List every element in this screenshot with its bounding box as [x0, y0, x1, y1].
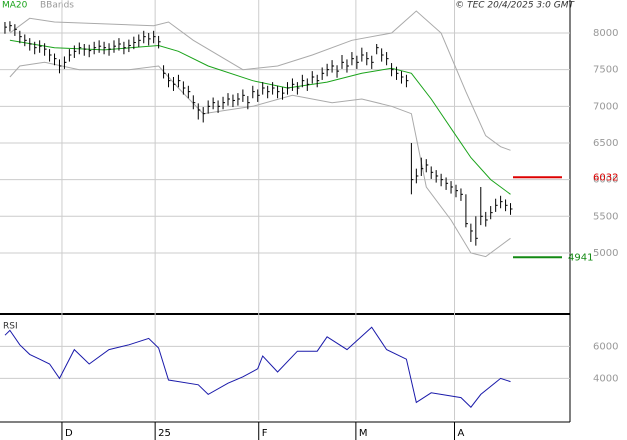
band-line: [9, 61, 511, 258]
ma-line: [9, 39, 511, 195]
y-tick-label: 5500: [593, 211, 618, 222]
rsi-title: RSI: [3, 322, 18, 332]
x-tick-label: D: [65, 428, 73, 439]
level-label: 4941: [568, 252, 593, 263]
y-tick-label: 8000: [593, 28, 618, 39]
band-line: [9, 10, 511, 151]
y-tick-label: 5000: [593, 248, 618, 259]
y-tick-label: 7500: [593, 65, 618, 76]
level-label: 6032: [593, 172, 618, 183]
x-tick-label: 25: [158, 428, 171, 439]
x-tick-label: A: [458, 428, 465, 439]
rsi-line: [4, 326, 511, 408]
y-tick-label: 6500: [593, 138, 618, 149]
y-tick-label: 7000: [593, 101, 618, 112]
legend-bbands: BBands: [40, 1, 74, 11]
legend-ma20: MA20: [2, 1, 28, 11]
x-tick-label: F: [262, 428, 268, 439]
x-tick-label: M: [359, 428, 368, 439]
y-tick-label: 4000: [593, 373, 618, 384]
source: © TEC 20/4/2025 3:0 GMT: [455, 1, 575, 11]
y-tick-label: 6000: [593, 341, 618, 352]
y-tick-label: 6000: [593, 175, 618, 186]
